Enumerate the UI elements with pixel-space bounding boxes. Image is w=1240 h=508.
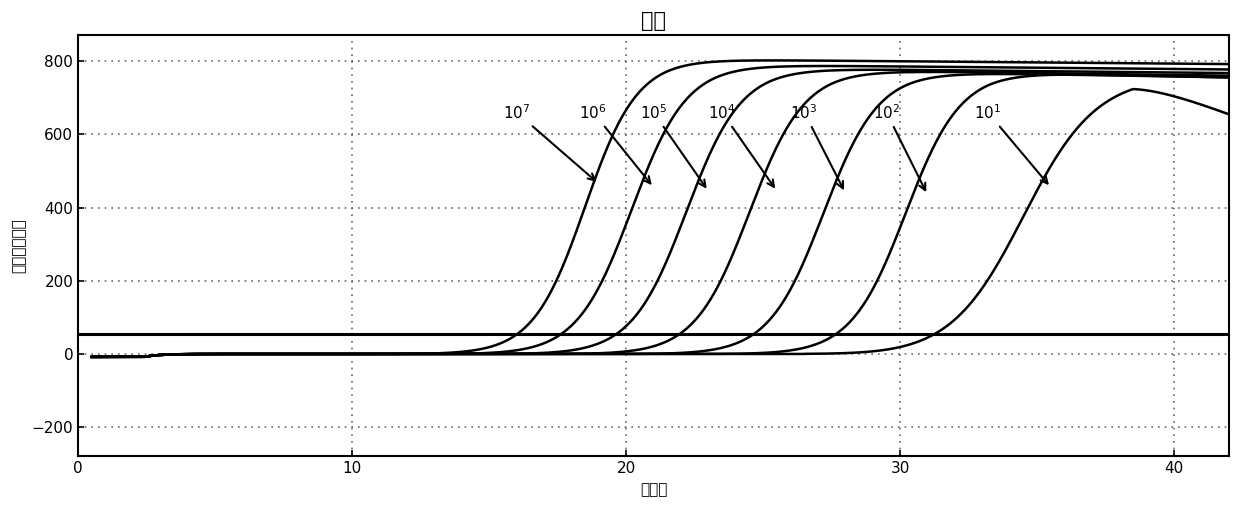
Y-axis label: 相对荧光强度: 相对荧光强度 <box>11 218 26 273</box>
Text: $10^4$: $10^4$ <box>708 103 774 187</box>
Text: $10^7$: $10^7$ <box>502 103 595 180</box>
Text: $10^1$: $10^1$ <box>975 103 1048 183</box>
Title: 扩增: 扩增 <box>641 11 666 31</box>
Text: $10^2$: $10^2$ <box>873 103 925 190</box>
Text: $10^3$: $10^3$ <box>790 103 843 188</box>
Text: $10^5$: $10^5$ <box>640 103 706 187</box>
Text: $10^6$: $10^6$ <box>579 103 650 183</box>
X-axis label: 循环数: 循环数 <box>640 482 667 497</box>
